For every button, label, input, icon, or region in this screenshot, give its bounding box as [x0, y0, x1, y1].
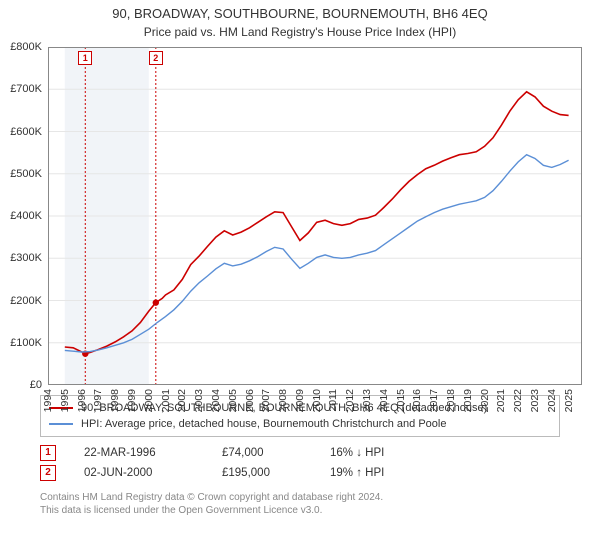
x-tick-label: 2015 [395, 389, 407, 412]
sale-price: £195,000 [222, 463, 302, 483]
x-tick-label: 2024 [546, 389, 558, 412]
x-tick-label: 2013 [361, 389, 373, 412]
chart-subtitle: Price paid vs. HM Land Registry's House … [0, 21, 600, 45]
legend-label: HPI: Average price, detached house, Bour… [81, 416, 446, 432]
x-tick-label: 2001 [160, 389, 172, 412]
x-tick-label: 2008 [277, 389, 289, 412]
sale-pct: 16% ↓ HPI [330, 443, 430, 463]
sales-list: 1 22-MAR-1996 £74,000 16% ↓ HPI 2 02-JUN-2000… [40, 443, 560, 483]
x-tick-label: 2023 [529, 389, 541, 412]
x-tick-label: 2010 [311, 389, 323, 412]
line-chart-svg [48, 47, 582, 385]
sale-date: 22-MAR-1996 [84, 443, 194, 463]
x-tick-label: 2007 [260, 389, 272, 412]
sale-row: 2 02-JUN-2000 £195,000 19% ↑ HPI [40, 463, 560, 483]
chart-plot-area: £0£100K£200K£300K£400K£500K£600K£700K£80… [48, 47, 582, 385]
x-tick-label: 2000 [143, 389, 155, 412]
sale-marker-badge: 1 [78, 51, 92, 65]
y-tick-label: £100K [10, 337, 42, 349]
y-tick-label: £600K [10, 126, 42, 138]
y-tick-label: £200K [10, 295, 42, 307]
x-tick-label: 2020 [479, 389, 491, 412]
sale-pct: 19% ↑ HPI [330, 463, 430, 483]
sale-date: 02-JUN-2000 [84, 463, 194, 483]
x-tick-label: 1998 [109, 389, 121, 412]
x-tick-label: 1995 [59, 389, 71, 412]
x-tick-label: 2014 [378, 389, 390, 412]
x-tick-label: 1999 [126, 389, 138, 412]
x-tick-label: 2022 [512, 389, 524, 412]
x-tick-label: 2012 [344, 389, 356, 412]
footer-line: This data is licensed under the Open Gov… [40, 504, 560, 517]
x-tick-label: 2011 [327, 389, 339, 412]
footer-line: Contains HM Land Registry data © Crown c… [40, 491, 560, 504]
x-tick-label: 1997 [92, 389, 104, 412]
x-tick-label: 2019 [462, 389, 474, 412]
sale-badge: 1 [40, 445, 56, 461]
sale-row: 1 22-MAR-1996 £74,000 16% ↓ HPI [40, 443, 560, 463]
x-tick-label: 2009 [294, 389, 306, 412]
x-tick-label: 1996 [76, 389, 88, 412]
x-tick-label: 2004 [210, 389, 222, 412]
x-tick-label: 2021 [495, 389, 507, 412]
legend-swatch-hpi [49, 423, 73, 425]
x-tick-label: 1994 [42, 389, 54, 412]
y-tick-label: £300K [10, 252, 42, 264]
y-tick-label: £500K [10, 168, 42, 180]
legend-row: HPI: Average price, detached house, Bour… [49, 416, 551, 432]
x-tick-label: 2006 [244, 389, 256, 412]
chart-title: 90, BROADWAY, SOUTHBOURNE, BOURNEMOUTH, … [0, 0, 600, 21]
sale-price: £74,000 [222, 443, 302, 463]
x-tick-label: 2002 [176, 389, 188, 412]
x-tick-label: 2018 [445, 389, 457, 412]
x-tick-label: 2005 [227, 389, 239, 412]
chart-container: 90, BROADWAY, SOUTHBOURNE, BOURNEMOUTH, … [0, 0, 600, 560]
sale-marker-badge: 2 [149, 51, 163, 65]
y-tick-label: £0 [30, 379, 42, 391]
x-tick-label: 2016 [411, 389, 423, 412]
x-tick-label: 2025 [563, 389, 575, 412]
y-tick-label: £400K [10, 210, 42, 222]
footer: Contains HM Land Registry data © Crown c… [40, 491, 560, 517]
x-tick-label: 2017 [428, 389, 440, 412]
y-tick-label: £700K [10, 83, 42, 95]
x-tick-label: 2003 [193, 389, 205, 412]
y-tick-label: £800K [10, 41, 42, 53]
sale-badge: 2 [40, 465, 56, 481]
